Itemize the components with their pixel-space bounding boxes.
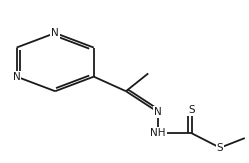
Text: NH: NH <box>150 128 166 138</box>
Text: S: S <box>188 105 195 115</box>
Text: N: N <box>154 107 162 117</box>
Text: S: S <box>217 143 223 153</box>
Text: N: N <box>51 28 59 38</box>
Text: N: N <box>13 72 20 82</box>
